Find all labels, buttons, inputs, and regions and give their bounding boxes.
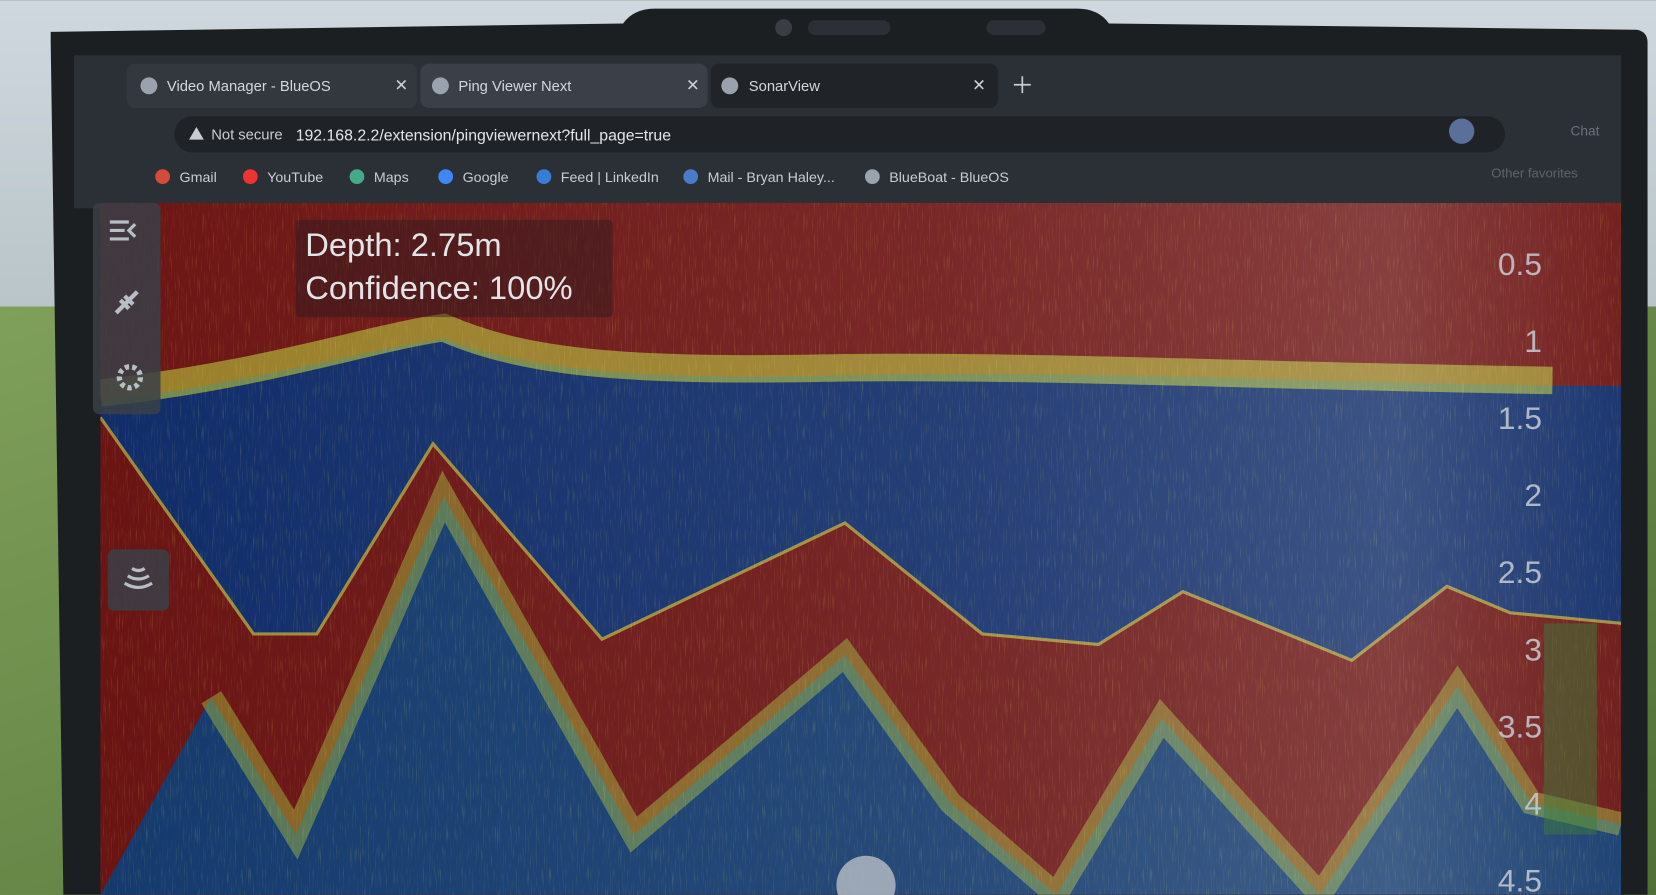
camera-shutter [986,20,1046,36]
depth-tick-label: 1.5 [1498,400,1542,436]
bookmark-icon [438,169,454,184]
bookmark-icon [349,169,365,184]
bookmark-icon [683,169,699,184]
depth-scale: 0.5 1 1.5 2 2.5 3 3.5 4 4.5 [1498,246,1542,895]
depth-tick-label: 3 [1524,631,1542,667]
camera [775,19,793,37]
bookmark[interactable]: YouTube [267,170,323,186]
profile-button[interactable]: Chat [1570,123,1599,138]
sonar-icon [123,567,153,590]
bookmark[interactable]: Gmail [180,170,217,186]
security-label: Not secure [211,128,282,144]
address-bar[interactable] [174,116,1505,153]
settings-icon[interactable] [116,364,144,391]
depth-tick-label: 0.5 [1498,246,1542,282]
bookmark-icon [864,169,880,184]
depth-tick-label: 2 [1524,477,1542,513]
depth-tick-label: 1 [1524,323,1542,359]
bookmark[interactable]: Feed | LinkedIn [561,170,659,186]
tab[interactable] [126,63,418,108]
depth-tick-label: 3.5 [1498,708,1542,744]
bookmark[interactable]: Maps [374,170,409,186]
depth-indicator [1544,623,1597,835]
bookmark-icon [536,169,552,184]
menu-icon[interactable] [109,220,137,241]
depth-tick-label: 4.5 [1498,863,1542,895]
tab[interactable] [420,63,708,108]
tab-icon [140,77,158,95]
tab-icon [721,77,739,95]
bookmarks-bar: Gmail YouTube Maps Google Feed | LinkedIn Mai… [155,169,1009,186]
tab-close-icons [396,76,1031,94]
depth-tick-label: 4 [1524,786,1542,822]
tab-title: SonarView [749,79,820,95]
warning-icon [189,126,204,140]
profile-icon[interactable] [1449,118,1475,144]
tab-title: Ping Viewer Next [458,79,571,95]
other-favorites[interactable]: Other favorites [1491,166,1578,181]
depth-tick-label: 2.5 [1498,554,1542,590]
connect-icon[interactable] [114,290,139,315]
url: 192.168.2.2/extension/pingviewernext?ful… [296,128,672,145]
bookmark[interactable]: Google [463,170,509,186]
readout-panel [295,219,613,318]
bookmark[interactable]: Mail - Bryan Haley... [708,170,835,186]
camera-bar [807,20,891,36]
tab-icon [431,77,449,95]
sonar-waterfall [100,203,1622,895]
expand-button[interactable] [836,855,896,895]
tab-active[interactable] [710,63,999,108]
depth-readout: Depth: 2.75m [305,226,501,263]
tab-title: Video Manager - BlueOS [167,79,331,95]
bookmark-icon [155,169,171,184]
confidence-readout: Confidence: 100% [305,269,572,306]
bookmark[interactable]: BlueBoat - BlueOS [889,170,1009,186]
bookmark-icon [242,169,258,184]
